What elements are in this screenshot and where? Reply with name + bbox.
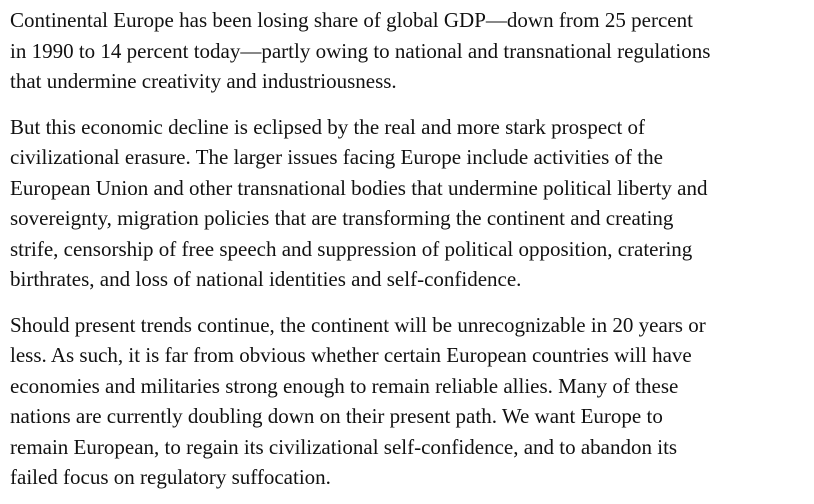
text-line: Continental Europe has been losing share… bbox=[10, 8, 693, 32]
text-line: remain European, to regain its civilizat… bbox=[10, 434, 678, 459]
text-line: economies and militaries strong enough t… bbox=[10, 373, 679, 398]
paragraph: Should present trends continue, the cont… bbox=[10, 310, 814, 493]
text-line: failed focus on regulatory suffocation. bbox=[10, 465, 331, 489]
text-line: in 1990 to 14 percent today—partly owing… bbox=[10, 38, 711, 63]
paragraph: Continental Europe has been losing share… bbox=[10, 5, 814, 97]
text-line: European Union and other transnational b… bbox=[10, 175, 708, 200]
text-line: But this economic decline is eclipsed by… bbox=[10, 114, 646, 139]
text-line: birthrates, and loss of national identit… bbox=[10, 267, 522, 291]
paragraph: But this economic decline is eclipsed by… bbox=[10, 112, 814, 295]
text-line: strife, censorship of free speech and su… bbox=[10, 236, 693, 261]
text-line: that undermine creativity and industriou… bbox=[10, 69, 397, 93]
text-line: sovereignty, migration policies that are… bbox=[10, 206, 674, 230]
text-line: less. As such, it is far from obvious wh… bbox=[10, 343, 692, 367]
text-line: nations are currently doubling down on t… bbox=[10, 404, 663, 428]
text-line: Should present trends continue, the cont… bbox=[10, 312, 706, 337]
document: Continental Europe has been losing share… bbox=[10, 5, 814, 493]
text-line: civilizational erasure. The larger issue… bbox=[10, 145, 663, 169]
